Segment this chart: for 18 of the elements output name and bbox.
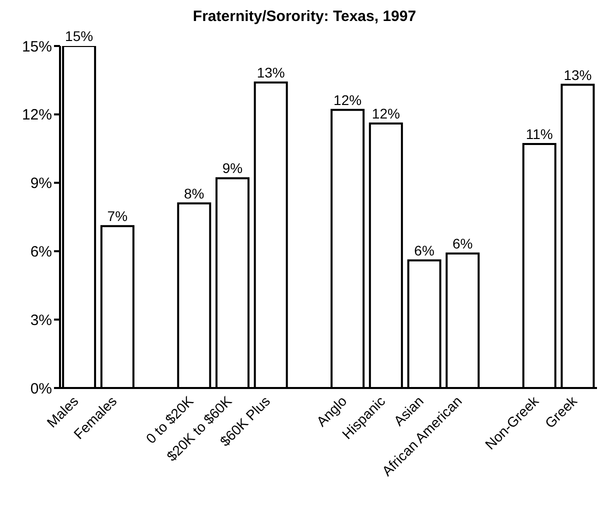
data-label: 13%: [564, 66, 592, 83]
data-label: 15%: [65, 28, 94, 44]
y-tick-label: 6%: [30, 244, 52, 261]
y-tick-label: 9%: [30, 175, 52, 192]
chart-title: Fraternity/Sorority: Texas, 1997: [192, 8, 418, 27]
data-label: 9%: [222, 160, 243, 176]
data-label: 6%: [414, 242, 434, 258]
y-tick-label: 15%: [22, 38, 52, 56]
data-label: 13%: [256, 64, 285, 80]
y-tick-label: 12%: [22, 106, 52, 124]
data-label: 11%: [526, 126, 553, 142]
data-label: 7%: [107, 208, 128, 224]
data-label: 12%: [372, 106, 400, 122]
y-tick-label: 0%: [30, 380, 52, 398]
data-label: 8%: [184, 185, 204, 202]
y-tick-label: 3%: [30, 312, 52, 329]
data-label: 6%: [452, 235, 473, 252]
data-label: 12%: [334, 92, 362, 108]
